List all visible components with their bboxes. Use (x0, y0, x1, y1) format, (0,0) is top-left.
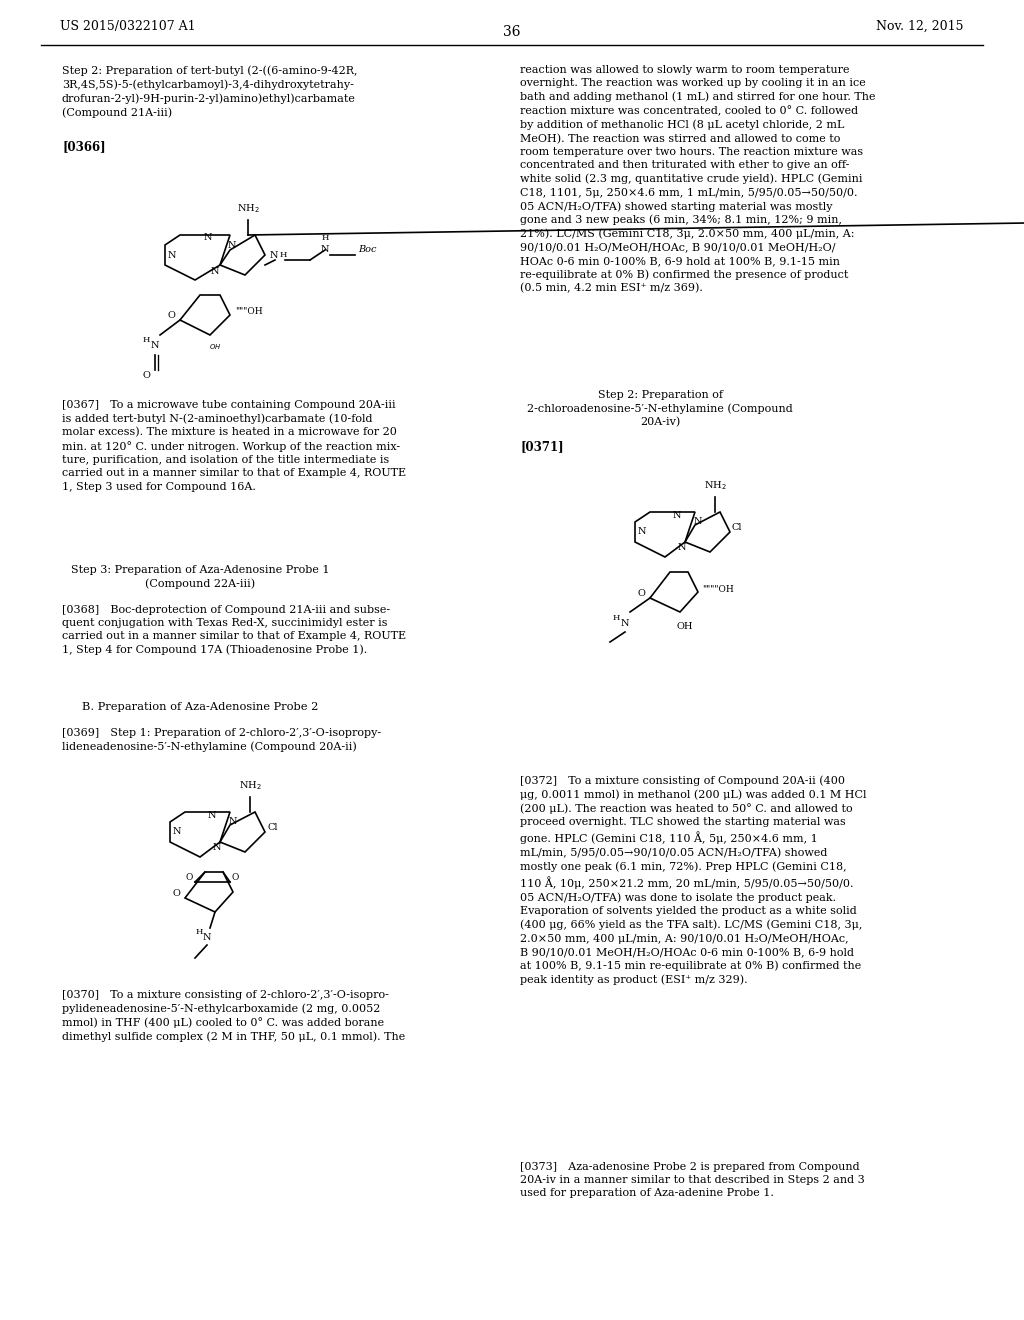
Text: [0372] To a mixture consisting of Compound 20A-ii (400
μg, 0.0011 mmol) in metha: [0372] To a mixture consisting of Compou… (520, 775, 866, 985)
Text: N: N (638, 528, 646, 536)
Text: N: N (208, 810, 216, 820)
Text: O: O (172, 888, 180, 898)
Text: H: H (612, 614, 620, 622)
Text: B. Preparation of Aza-Adenosine Probe 2: B. Preparation of Aza-Adenosine Probe 2 (82, 702, 318, 711)
Text: Cl: Cl (732, 524, 742, 532)
Text: N: N (151, 341, 160, 350)
Text: 36: 36 (503, 25, 521, 40)
Text: N: N (321, 246, 330, 255)
Text: [0371]: [0371] (520, 440, 563, 453)
Text: Cl: Cl (267, 824, 278, 833)
Text: US 2015/0322107 A1: US 2015/0322107 A1 (60, 20, 196, 33)
Text: N: N (173, 828, 181, 837)
Text: reaction was allowed to slowly warm to room temperature
overnight. The reaction : reaction was allowed to slowly warm to r… (520, 65, 876, 293)
Text: N: N (168, 251, 176, 260)
Text: O: O (167, 310, 175, 319)
Text: N: N (204, 234, 212, 243)
Text: H: H (280, 251, 288, 259)
Text: NH$_2$: NH$_2$ (239, 779, 261, 792)
Text: Step 3: Preparation of Aza-Adenosine Probe 1
(Compound 22A-iii): Step 3: Preparation of Aza-Adenosine Pro… (71, 565, 330, 589)
Text: Step 2: Preparation of
2-chloroadenosine-5′-N-ethylamine (Compound
20A-iv): Step 2: Preparation of 2-chloroadenosine… (527, 389, 793, 428)
Text: H: H (196, 928, 203, 936)
Text: Nov. 12, 2015: Nov. 12, 2015 (877, 20, 964, 33)
Text: """"OH: """"OH (702, 586, 734, 594)
Text: O: O (232, 874, 240, 883)
Text: Step 2: Preparation of tert-butyl (2-((6-amino-9-42R,
3R,4S,5S)-5-(ethylcarbamoy: Step 2: Preparation of tert-butyl (2-((6… (62, 65, 357, 117)
Text: [0367] To a microwave tube containing Compound 20A-iii
is added tert-butyl N-(2-: [0367] To a microwave tube containing Co… (62, 400, 407, 491)
Text: [0370] To a mixture consisting of 2-chloro-2′,3′-O-isopro-
pylideneadenosine-5′-: [0370] To a mixture consisting of 2-chlo… (62, 990, 406, 1043)
Text: $^{OH}$: $^{OH}$ (209, 345, 221, 354)
Text: O: O (637, 589, 645, 598)
Text: OH: OH (677, 622, 693, 631)
Text: Boc: Boc (358, 246, 377, 255)
Text: N: N (621, 619, 630, 627)
Text: NH$_2$: NH$_2$ (703, 479, 726, 492)
Text: N: N (211, 268, 219, 276)
Text: [0369] Step 1: Preparation of 2-chloro-2′,3′-O-isopropy-
lideneadenosine-5′-N-et: [0369] Step 1: Preparation of 2-chloro-2… (62, 729, 381, 752)
Text: O: O (185, 874, 193, 883)
Text: N: N (270, 251, 279, 260)
Text: H: H (142, 337, 150, 345)
Text: N: N (228, 817, 238, 826)
Text: O: O (142, 371, 150, 380)
Text: [0366]: [0366] (62, 140, 105, 153)
Text: [0373] Aza-adenosine Probe 2 is prepared from Compound
20A-iv in a manner simila: [0373] Aza-adenosine Probe 2 is prepared… (520, 1162, 864, 1199)
Text: N: N (673, 511, 681, 520)
Text: H: H (322, 234, 329, 242)
Text: N: N (678, 544, 686, 553)
Text: N: N (203, 933, 211, 942)
Text: N: N (693, 517, 702, 527)
Text: NH$_2$: NH$_2$ (237, 202, 259, 215)
Text: N: N (227, 240, 237, 249)
Text: [0368] Boc-deprotection of Compound 21A-iii and subse-
quent conjugation with Te: [0368] Boc-deprotection of Compound 21A-… (62, 605, 407, 656)
Text: """OH: """OH (234, 308, 262, 317)
Text: N: N (213, 843, 221, 853)
